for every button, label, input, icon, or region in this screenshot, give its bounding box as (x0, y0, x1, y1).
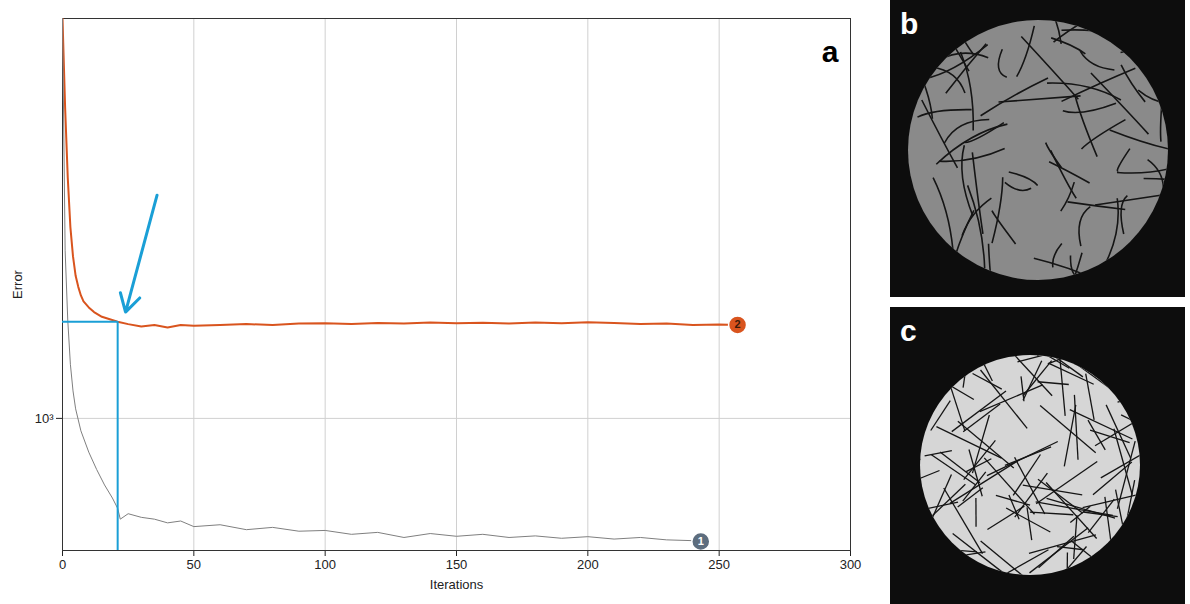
svg-text:Error: Error (10, 269, 25, 299)
svg-text:2: 2 (734, 318, 740, 330)
svg-text:a: a (822, 35, 839, 68)
svg-text:Iterations: Iterations (430, 577, 484, 592)
svg-text:300: 300 (840, 557, 862, 572)
svg-text:1: 1 (698, 535, 704, 547)
svg-text:200: 200 (577, 557, 599, 572)
svg-text:0: 0 (59, 557, 66, 572)
svg-text:250: 250 (708, 557, 730, 572)
svg-text:50: 50 (187, 557, 201, 572)
svg-text:100: 100 (314, 557, 336, 572)
svg-text:b: b (900, 7, 918, 40)
svg-text:c: c (900, 314, 917, 347)
svg-text:10³: 10³ (35, 411, 54, 426)
svg-text:150: 150 (446, 557, 468, 572)
